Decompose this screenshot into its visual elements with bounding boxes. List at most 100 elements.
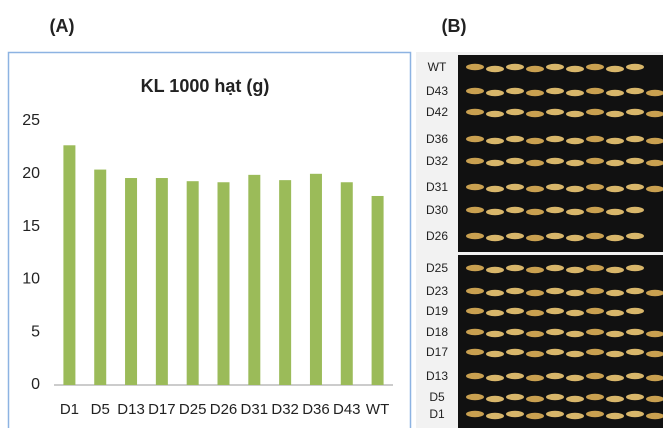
x-tick-label: D13 (117, 401, 145, 418)
grain (586, 135, 604, 143)
bar (340, 182, 353, 385)
x-tick-label: D25 (179, 401, 207, 418)
grain (626, 393, 644, 401)
grain (566, 309, 584, 317)
photo-label: D23 (426, 284, 448, 298)
photo-label: D30 (426, 203, 448, 217)
grain (466, 183, 484, 191)
grain (526, 234, 544, 242)
chart: 0 5 10 15 20 25 D1 D5 D13 D17 D25 D26 D31 D32 D36 D43 WT (22, 112, 393, 418)
grain (606, 330, 624, 338)
grain (486, 159, 504, 167)
bar (155, 178, 168, 385)
grain (606, 266, 624, 274)
grain (566, 65, 584, 73)
grain (646, 137, 663, 145)
y-tick-label: 25 (22, 112, 40, 129)
y-tick-label: 5 (31, 323, 40, 340)
grain (546, 287, 564, 295)
grain (586, 348, 604, 356)
grain (646, 159, 663, 167)
grain (626, 307, 644, 315)
grain (626, 63, 644, 71)
grain (606, 350, 624, 358)
grain (626, 287, 644, 295)
grain (566, 266, 584, 274)
grain (506, 157, 524, 165)
photo-label: D32 (426, 154, 448, 168)
grain (466, 348, 484, 356)
grain (546, 393, 564, 401)
grain (566, 350, 584, 358)
grain (586, 108, 604, 116)
grain (466, 63, 484, 71)
grain (486, 395, 504, 403)
grain (526, 289, 544, 297)
bar (63, 145, 76, 385)
grain (626, 183, 644, 191)
grain (566, 395, 584, 403)
x-tick-label: WT (366, 401, 389, 418)
grain (546, 206, 564, 214)
grain (626, 328, 644, 336)
grain (506, 348, 524, 356)
grain (546, 348, 564, 356)
grain (626, 157, 644, 165)
grain (506, 328, 524, 336)
grain (466, 328, 484, 336)
grain (566, 208, 584, 216)
grain (586, 206, 604, 214)
grain (526, 350, 544, 358)
grain (546, 157, 564, 165)
grain (506, 108, 524, 116)
grain (646, 89, 663, 97)
grain (606, 65, 624, 73)
grain (566, 159, 584, 167)
grain (506, 410, 524, 418)
x-tick-label: D36 (302, 401, 330, 418)
grain (606, 185, 624, 193)
grain (526, 374, 544, 382)
photo-label: D19 (426, 304, 448, 318)
photo: WT D43 D42 D36 D32 D31 D30 D26 D25 D23 D19 D18 D17 D1… (426, 60, 663, 421)
grain (466, 287, 484, 295)
photo-label: D1 (429, 407, 445, 421)
grain (586, 328, 604, 336)
photo-label: D17 (426, 345, 448, 359)
grain (566, 234, 584, 242)
grain (566, 89, 584, 97)
y-tick-label: 10 (22, 271, 40, 288)
grain (646, 395, 663, 403)
grain (486, 330, 504, 338)
grain (546, 232, 564, 240)
grain (466, 393, 484, 401)
grain (566, 185, 584, 193)
photo-label: WT (428, 60, 447, 74)
grain (506, 393, 524, 401)
grain (466, 232, 484, 240)
grain (466, 372, 484, 380)
grain (546, 135, 564, 143)
grain (486, 350, 504, 358)
grain (566, 289, 584, 297)
grain (606, 289, 624, 297)
grain (526, 89, 544, 97)
grain (606, 89, 624, 97)
grain (606, 309, 624, 317)
grain (526, 65, 544, 73)
y-tick-label: 15 (22, 218, 40, 235)
grain (546, 372, 564, 380)
grain (526, 110, 544, 118)
grain (506, 372, 524, 380)
photo-label: D5 (429, 390, 445, 404)
grain (646, 330, 663, 338)
photo-label: D25 (426, 261, 448, 275)
grain (466, 135, 484, 143)
grain (626, 87, 644, 95)
grain (646, 110, 663, 118)
grain (626, 206, 644, 214)
grain (526, 309, 544, 317)
grain (586, 87, 604, 95)
grain (586, 183, 604, 191)
grain (566, 412, 584, 420)
